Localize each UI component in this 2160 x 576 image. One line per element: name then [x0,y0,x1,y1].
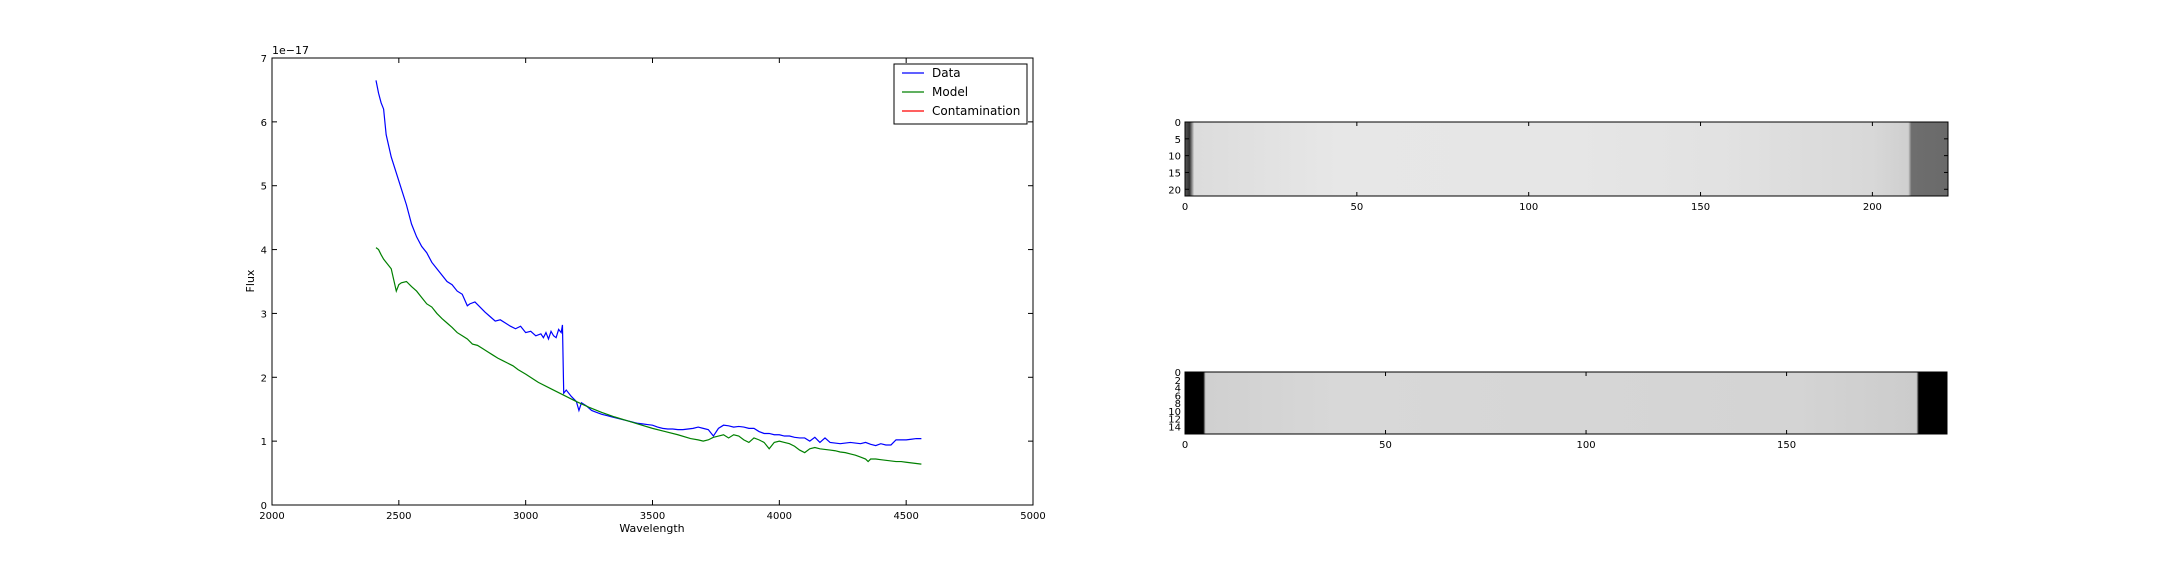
x-tick-label: 5000 [1020,511,1045,522]
x-tick-label: 4500 [893,511,918,522]
y-tick-label: 5 [261,182,267,193]
x-axis-ticks: 0 50 100 150 [1182,372,1796,451]
series-line-model [375,247,922,465]
y-tick-label: 10 [1168,152,1181,163]
y-tick-label: 12 [1168,415,1181,426]
x-tick-label: 100 [1519,202,1538,213]
y-tick-label: 6 [261,118,267,129]
x-tick-label: 2500 [386,511,411,522]
y-tick-label: 6 [1175,391,1181,402]
image-area [1184,371,1948,435]
image-area [1184,121,1949,197]
y-axis-label: Flux [244,269,257,292]
legend-label-contamination: Contamination [932,104,1020,118]
x-axis-label: Wavelength [619,522,684,535]
y-tick-label: 4 [1175,384,1181,395]
x-axis-ticks: 0 50 100 150 200 [1182,122,1882,213]
y-tick-label: 7 [261,54,267,65]
x-tick-label: 50 [1379,440,1392,451]
series-layer [375,80,922,465]
y-tick-label: 10 [1168,407,1181,418]
y-tick-label: 20 [1168,185,1181,196]
y-tick-label: 14 [1168,422,1181,433]
y-axis-ticks: 0 5 10 15 20 [1168,118,1948,196]
legend-label-data: Data [932,66,961,80]
x-tick-label: 150 [1691,202,1710,213]
y-tick-label: 0 [261,501,267,512]
spectrum-image-1: 0 50 100 150 200 0 5 10 15 20 [1168,118,1949,213]
y-offset-label: 1e−17 [272,44,309,57]
y-tick-label: 2 [261,373,267,384]
y-tick-label: 8 [1175,399,1181,410]
x-tick-label: 150 [1777,440,1796,451]
legend: Data Model Contamination [893,63,1028,125]
plot-area [271,57,1034,506]
y-tick-label: 5 [1175,135,1181,146]
x-tick-label: 100 [1577,440,1596,451]
y-tick-label: 2 [1175,376,1181,387]
y-tick-label: 4 [261,246,267,257]
x-axis-ticks: 2000 2500 3000 3500 4000 4500 5000 [259,58,1046,522]
y-tick-label: 0 [1175,118,1181,129]
y-tick-label: 3 [261,309,267,320]
y-tick-label: 0 [1175,368,1181,379]
x-tick-label: 50 [1350,202,1363,213]
y-tick-label: 15 [1168,168,1181,179]
legend-label-model: Model [932,85,968,99]
x-tick-label: 3000 [513,511,538,522]
x-tick-label: 4000 [767,511,792,522]
x-tick-label: 3500 [640,511,665,522]
x-tick-label: 0 [1182,202,1188,213]
x-tick-label: 2000 [259,511,284,522]
x-tick-label: 0 [1182,440,1188,451]
y-axis-ticks: 0 1 2 3 4 5 6 7 [261,54,1033,512]
legend-box [893,63,1028,125]
spectrum-line-chart: 2000 2500 3000 3500 4000 4500 5000 0 1 2 3 4 5 6 7 Wa… [244,44,1046,535]
y-tick-label: 1 [261,437,267,448]
x-tick-label: 200 [1863,202,1882,213]
